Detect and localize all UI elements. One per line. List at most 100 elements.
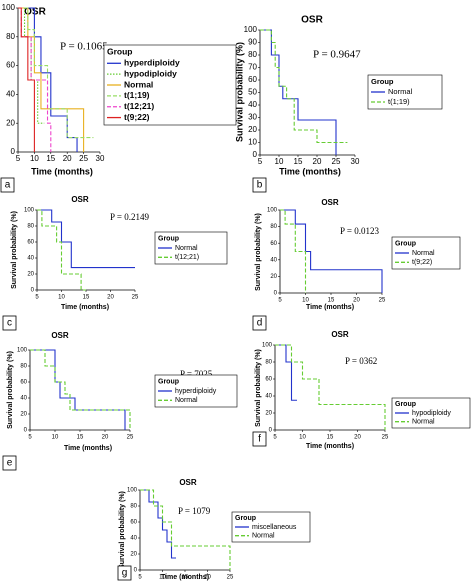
- legend-label: hyperdiploidy: [124, 58, 180, 68]
- x-tick-label: 25: [132, 295, 139, 301]
- x-tick-label: 10: [58, 295, 65, 301]
- chart-title: OSR: [24, 7, 46, 18]
- y-tick-label: 0: [253, 150, 258, 159]
- x-tick-label: 5: [16, 154, 21, 163]
- legend-label: hyperdiploidy: [175, 388, 217, 395]
- y-axis-label: Survival probability (%): [255, 213, 262, 291]
- y-axis-label: Survival probability (%): [119, 491, 126, 569]
- chart-title: OSR: [301, 15, 323, 26]
- p-value: P = 0.9647: [313, 49, 361, 61]
- y-tick-label: 20: [265, 411, 272, 417]
- survival-curve: [275, 344, 386, 430]
- panel-tag-box: [252, 315, 267, 331]
- legend-label: hypodiploidy: [124, 68, 177, 78]
- y-tick-label: 80: [27, 224, 34, 230]
- y-tick-label: 20: [270, 274, 277, 280]
- legend-label: Normal: [388, 87, 413, 96]
- panel-tag-box: [117, 565, 132, 581]
- survival-curve: [37, 209, 86, 291]
- y-tick-label: 100: [127, 488, 138, 494]
- y-tick-label: 40: [27, 256, 34, 262]
- y-axis-label: Survival probability (%): [7, 351, 14, 429]
- legend-label: t(9;22): [124, 112, 150, 122]
- panel-tag: f: [258, 434, 261, 445]
- x-axis-label: Time (months): [61, 304, 109, 311]
- y-axis-label: Survival probability (%): [11, 211, 18, 289]
- y-axis-label: Survival probability (%): [234, 42, 244, 142]
- y-tick-label: 60: [248, 75, 257, 84]
- y-tick-label: 80: [265, 360, 272, 366]
- x-axis-label: Time (months): [279, 166, 341, 176]
- panel-tag: d: [257, 318, 263, 329]
- x-tick-label: 20: [353, 298, 360, 304]
- p-value: P = 0.2149: [110, 212, 149, 222]
- x-tick-label: 25: [127, 435, 134, 441]
- x-tick-label: 20: [204, 575, 211, 581]
- panel-tag-box: [2, 455, 17, 471]
- y-tick-label: 10: [248, 138, 257, 147]
- y-tick-label: 40: [6, 90, 15, 99]
- chart-title: OSR: [321, 198, 339, 207]
- legend-title: Group: [158, 379, 179, 386]
- survival-curve: [275, 344, 297, 401]
- x-tick-label: 10: [302, 298, 309, 304]
- x-tick-label: 30: [96, 154, 105, 163]
- legend-label: t(12;21): [124, 101, 154, 111]
- x-tick-label: 25: [332, 157, 341, 166]
- y-tick-label: 20: [130, 552, 137, 558]
- panel-tag-box: [252, 431, 267, 447]
- chart-title: OSR: [51, 331, 69, 340]
- panel-tag: g: [122, 568, 128, 579]
- legend-label: Normal: [175, 397, 198, 404]
- y-tick-label: 80: [248, 50, 257, 59]
- survival-curve: [37, 209, 135, 269]
- panel-tag: a: [5, 180, 11, 191]
- p-value: P = 0.0123: [340, 226, 379, 236]
- x-tick-label: 5: [28, 435, 32, 441]
- x-tick-label: 10: [52, 435, 59, 441]
- x-tick-label: 30: [351, 157, 360, 166]
- y-tick-label: 100: [262, 343, 273, 349]
- chart-title: OSR: [71, 195, 89, 204]
- y-tick-label: 40: [248, 100, 257, 109]
- panel-tag: b: [257, 180, 263, 191]
- survival-curve: [30, 349, 126, 430]
- y-tick-label: 40: [270, 257, 277, 263]
- x-tick-label: 25: [382, 435, 389, 441]
- y-axis-label: Survival probability (%): [255, 349, 262, 427]
- x-tick-label: 15: [327, 435, 334, 441]
- survival-curve: [140, 489, 231, 570]
- y-tick-label: 70: [248, 63, 257, 72]
- y-tick-label: 90: [248, 38, 257, 47]
- survival-curve: [18, 7, 35, 152]
- y-tick-label: 20: [20, 412, 27, 418]
- panel-tag: e: [7, 458, 13, 469]
- y-tick-label: 80: [270, 224, 277, 230]
- y-tick-label: 40: [20, 396, 27, 402]
- x-tick-label: 10: [299, 435, 306, 441]
- x-tick-label: 25: [79, 154, 88, 163]
- y-tick-label: 0: [24, 428, 28, 434]
- legend-title: Group: [235, 515, 256, 522]
- y-tick-label: 80: [130, 504, 137, 510]
- y-tick-label: 100: [2, 3, 16, 12]
- legend-box: [103, 44, 237, 126]
- legend-label: Normal: [252, 533, 275, 540]
- y-tick-label: 20: [6, 118, 15, 127]
- legend-label: t(1;19): [124, 90, 150, 100]
- legend-box: [391, 236, 461, 270]
- panel-tag-box: [2, 315, 17, 331]
- y-tick-label: 60: [270, 241, 277, 247]
- legend-label: t(9;22): [412, 259, 432, 266]
- x-tick-label: 15: [182, 575, 189, 581]
- legend-label: t(12;21): [175, 254, 199, 261]
- legend-title: Group: [395, 241, 416, 248]
- y-tick-label: 0: [31, 288, 35, 294]
- x-tick-label: 15: [83, 295, 90, 301]
- x-axis-label: Time (months): [306, 443, 354, 450]
- x-tick-label: 20: [107, 295, 114, 301]
- x-tick-label: 15: [46, 154, 55, 163]
- legend-title: Group: [158, 236, 179, 243]
- survival-curve: [280, 209, 307, 293]
